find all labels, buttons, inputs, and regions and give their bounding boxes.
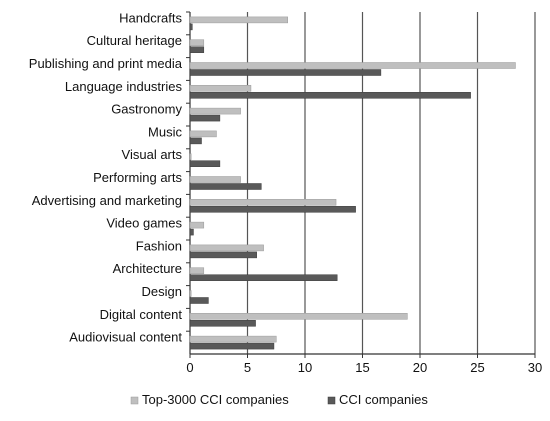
category-label: Design <box>142 284 182 299</box>
category-label: Architecture <box>113 261 182 276</box>
bar-cci-companies <box>189 228 194 236</box>
bar-top-3000-cci-companies <box>189 16 288 24</box>
bar-top-3000-cci-companies <box>189 335 277 343</box>
category-label: Digital content <box>100 307 183 322</box>
bar-cci-companies <box>189 342 275 350</box>
category-label: Advertising and marketing <box>32 193 182 208</box>
category-label: Performing arts <box>93 170 182 185</box>
bar-cci-companies <box>189 23 193 31</box>
category-label: Publishing and print media <box>29 56 183 71</box>
x-tick-label: 0 <box>186 360 193 375</box>
bar-top-3000-cci-companies <box>189 176 241 183</box>
category-label: Video games <box>106 216 182 231</box>
category-label: Fashion <box>136 238 182 253</box>
category-label: Cultural heritage <box>87 33 182 48</box>
bar-cci-companies <box>189 92 471 99</box>
category-label: Music <box>148 124 182 139</box>
bar-top-3000-cci-companies <box>189 107 241 115</box>
bar-top-3000-cci-companies <box>189 244 264 252</box>
bar-top-3000-cci-companies <box>189 62 516 69</box>
bar-cci-companies <box>189 114 221 122</box>
legend-swatch <box>327 396 336 405</box>
bar-top-3000-cci-companies <box>189 267 205 274</box>
category-label: Gastronomy <box>111 102 182 117</box>
bar-top-3000-cci-companies <box>189 85 252 92</box>
category-label: Audiovisual content <box>69 330 182 345</box>
bar-cci-companies <box>189 320 256 327</box>
bar-top-3000-cci-companies <box>189 199 337 206</box>
bar-top-3000-cci-companies <box>189 130 217 138</box>
legend-swatch <box>130 396 139 405</box>
x-tick-label: 25 <box>470 360 484 375</box>
x-tick-label: 10 <box>298 360 312 375</box>
bar-cci-companies <box>189 46 205 53</box>
category-label: Handcrafts <box>119 10 182 25</box>
bar-top-3000-cci-companies <box>189 39 205 46</box>
bar-cci-companies <box>189 274 338 281</box>
category-label: Visual arts <box>122 147 183 162</box>
bar-cci-companies <box>189 137 202 145</box>
x-tick-label: 15 <box>355 360 369 375</box>
x-tick-label: 5 <box>244 360 251 375</box>
bar-top-3000-cci-companies <box>189 290 192 297</box>
x-tick-label: 20 <box>413 360 427 375</box>
bar-top-3000-cci-companies <box>189 153 192 160</box>
legend-label: Top-3000 CCI companies <box>142 392 289 407</box>
bar-cci-companies <box>189 251 257 259</box>
bar-cci-companies <box>189 183 262 190</box>
x-tick-label: 30 <box>528 360 542 375</box>
bar-cci-companies <box>189 69 382 76</box>
bar-top-3000-cci-companies <box>189 313 408 320</box>
legend-label: CCI companies <box>339 392 428 407</box>
bar-cci-companies <box>189 206 356 213</box>
bar-top-3000-cci-companies <box>189 221 205 229</box>
bar-cci-companies <box>189 160 221 167</box>
bar-cci-companies <box>189 297 209 304</box>
category-label: Language industries <box>65 79 183 94</box>
